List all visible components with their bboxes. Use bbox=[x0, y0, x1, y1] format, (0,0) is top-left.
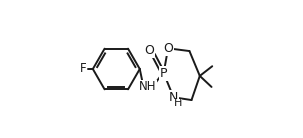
Text: NH: NH bbox=[138, 80, 156, 93]
Text: F: F bbox=[80, 63, 87, 75]
Text: O: O bbox=[145, 44, 154, 57]
Text: H: H bbox=[174, 99, 182, 108]
Text: N: N bbox=[169, 91, 178, 104]
Text: O: O bbox=[163, 42, 173, 55]
Text: P: P bbox=[160, 67, 167, 80]
